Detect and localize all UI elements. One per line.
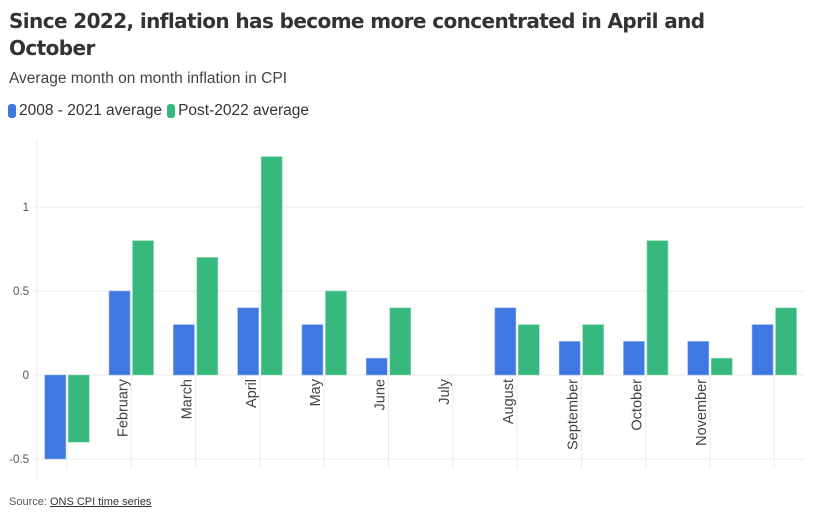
bar-post-2022-february[interactable] — [132, 240, 154, 376]
legend-swatch-blue-icon — [8, 104, 16, 118]
y-tick-label: 0 — [23, 370, 29, 382]
bar-2008-2021-april[interactable] — [237, 307, 259, 376]
source-link[interactable]: ONS CPI time series — [49, 496, 152, 508]
bar-post-2022-january[interactable] — [67, 374, 90, 443]
legend-label: 2008 - 2021 average — [19, 102, 163, 119]
bar-post-2022-december[interactable] — [775, 307, 797, 376]
bar-2008-2021-may[interactable] — [301, 324, 324, 376]
chart-title: Since 2022, inflation has become more co… — [9, 9, 705, 60]
x-tick-label-march: March — [180, 379, 196, 419]
x-tick-label-september: September — [565, 379, 581, 450]
bar-2008-2021-june[interactable] — [365, 357, 388, 376]
bar-2008-2021-december[interactable] — [751, 324, 774, 376]
bar-chart: -0.5 0 0.5 1 February March April May June July Au… — [9, 140, 805, 480]
x-tick-label-october: October — [630, 379, 646, 431]
y-tick-label: 0.5 — [13, 286, 29, 298]
legend-label: Post-2022 average — [178, 102, 310, 119]
bar-post-2022-november[interactable] — [710, 357, 733, 376]
bar-post-2022-june[interactable] — [389, 307, 412, 376]
x-tick-label-november: November — [694, 379, 710, 446]
legend-item-2008-2021[interactable]: 2008 - 2021 average — [8, 102, 162, 120]
bar-post-2022-april[interactable] — [260, 156, 283, 376]
x-tick-label-may: May — [308, 378, 324, 406]
legend-swatch-green-icon — [167, 104, 176, 118]
bar-2008-2021-august[interactable] — [494, 307, 517, 376]
y-tick-label: 1 — [23, 202, 29, 214]
bar-2008-2021-september[interactable] — [558, 341, 581, 376]
bar-post-2022-may[interactable] — [325, 290, 347, 376]
bar-post-2022-august[interactable] — [518, 324, 540, 376]
source-prefix: Source: — [9, 496, 50, 508]
chart-subtitle: Average month on month inflation in CPI — [9, 70, 288, 87]
x-tick-label-july: July — [437, 378, 453, 405]
bar-2008-2021-february[interactable] — [108, 290, 131, 376]
bar-post-2022-march[interactable] — [196, 257, 219, 376]
legend-item-post-2022[interactable]: Post-2022 average — [167, 102, 309, 120]
bar-post-2022-september[interactable] — [582, 324, 604, 376]
source-note: Source: ONS CPI time series — [9, 496, 151, 508]
x-tick-label-february: February — [115, 378, 131, 437]
x-tick-label-august: August — [501, 379, 517, 424]
bar-2008-2021-november[interactable] — [687, 341, 710, 376]
bar-post-2022-october[interactable] — [646, 240, 669, 376]
legend: 2008 - 2021 average Post-2022 average — [8, 102, 314, 120]
x-tick-label-april: April — [244, 379, 260, 408]
y-tick-label: -0.5 — [9, 454, 29, 466]
x-tick-label-june: June — [373, 379, 389, 410]
bar-2008-2021-october[interactable] — [623, 341, 645, 376]
bar-2008-2021-january[interactable] — [44, 374, 67, 460]
bar-2008-2021-march[interactable] — [173, 324, 195, 376]
